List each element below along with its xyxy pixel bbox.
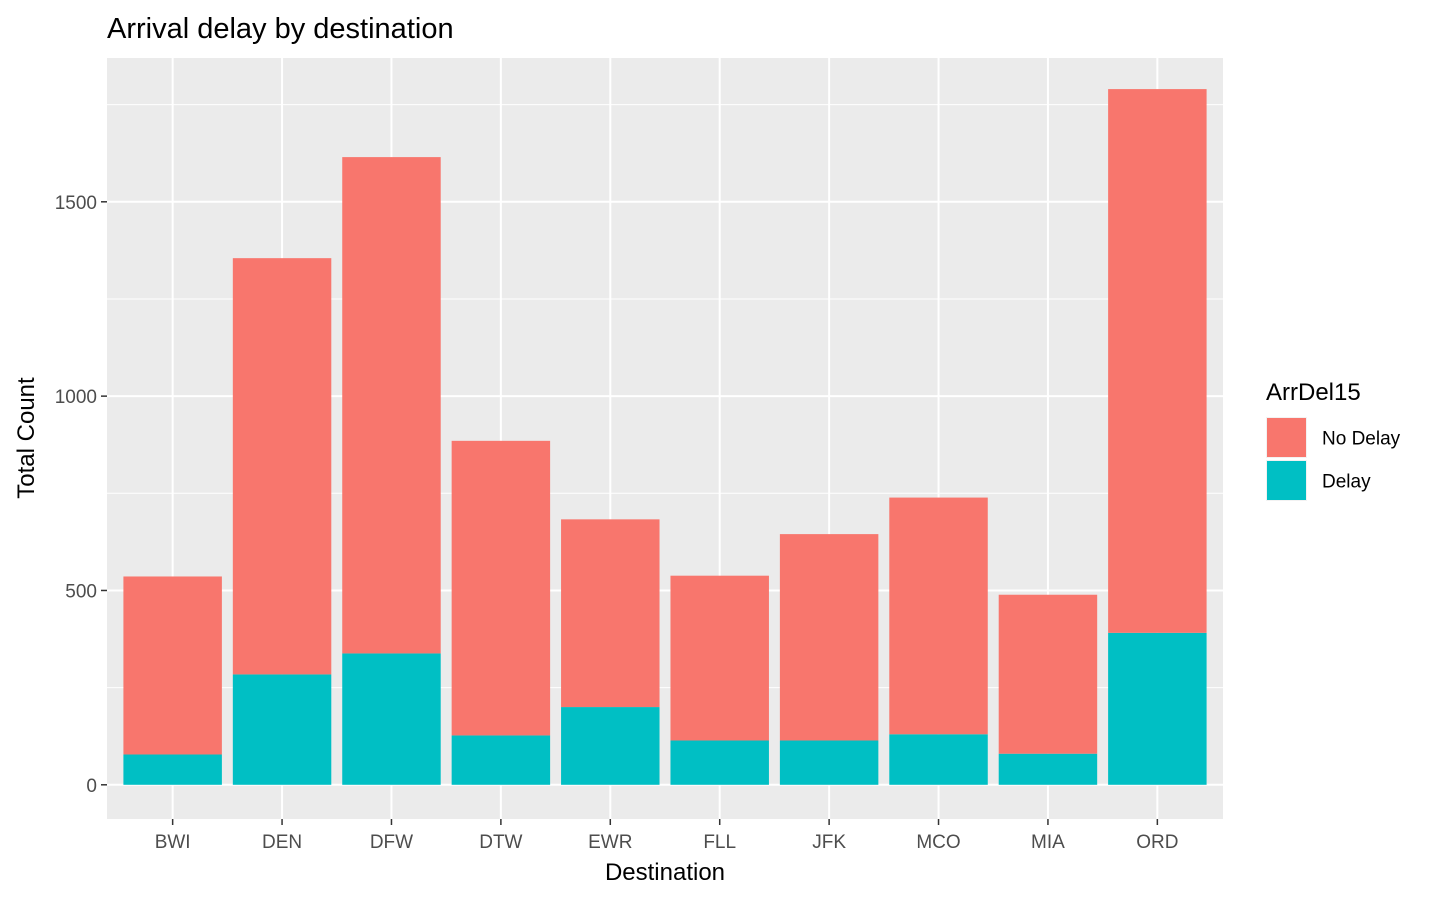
bar-dfw-no-delay — [342, 157, 441, 654]
bar-ewr-delay — [561, 707, 660, 785]
bar-ewr-no-delay — [561, 519, 660, 708]
y-axis: 0 500 1000 1500 — [55, 193, 107, 797]
bar-den-delay — [232, 674, 332, 785]
y-tick-label: 1000 — [55, 387, 97, 408]
y-axis-title: Total Count — [13, 377, 40, 499]
x-tick-label: JFK — [812, 832, 846, 853]
x-axis-title: Destination — [605, 859, 725, 886]
legend-items: No Delay Delay — [1266, 417, 1401, 501]
x-axis: BWI DEN DFW DTW EWR FLL JFK MCO MIA ORD — [155, 819, 1178, 853]
legend-swatch — [1267, 418, 1306, 457]
legend-title: ArrDel15 — [1266, 379, 1361, 406]
bar-mco-no-delay — [889, 497, 988, 735]
x-tick-label: MCO — [916, 832, 960, 853]
legend: ArrDel15 No Delay Delay — [1266, 379, 1401, 501]
y-tick-label: 0 — [86, 776, 97, 797]
y-tick-label: 500 — [65, 581, 97, 602]
x-tick-label: DEN — [262, 832, 302, 853]
bar-ord-no-delay — [1108, 89, 1207, 633]
x-tick-label: DTW — [479, 832, 522, 853]
x-tick-label: MIA — [1031, 832, 1065, 853]
bar-dtw-no-delay — [451, 440, 551, 736]
legend-label: No Delay — [1322, 429, 1401, 450]
bar-jfk-no-delay — [779, 534, 879, 741]
legend-swatch — [1267, 461, 1306, 500]
bar-fll-no-delay — [670, 575, 769, 741]
bar-dfw-delay — [342, 653, 441, 785]
bar-bwi-delay — [123, 754, 222, 785]
bar-jfk-delay — [779, 740, 879, 785]
x-tick-label: BWI — [155, 832, 191, 853]
bar-bwi-no-delay — [123, 576, 222, 755]
bar-den-no-delay — [232, 258, 332, 675]
x-tick-label: FLL — [703, 832, 736, 853]
bar-dtw-delay — [451, 735, 551, 785]
bars — [123, 89, 1207, 785]
bar-mia-no-delay — [998, 594, 1098, 754]
bar-fll-delay — [670, 740, 769, 785]
y-tick-label: 1500 — [55, 193, 97, 214]
legend-label: Delay — [1322, 472, 1371, 493]
bar-mia-delay — [998, 753, 1098, 785]
chart-title: Arrival delay by destination — [107, 13, 454, 45]
x-tick-label: ORD — [1136, 832, 1178, 853]
bar-ord-delay — [1108, 632, 1207, 785]
x-tick-label: DFW — [370, 832, 413, 853]
bar-mco-delay — [889, 734, 988, 785]
x-tick-label: EWR — [588, 832, 632, 853]
